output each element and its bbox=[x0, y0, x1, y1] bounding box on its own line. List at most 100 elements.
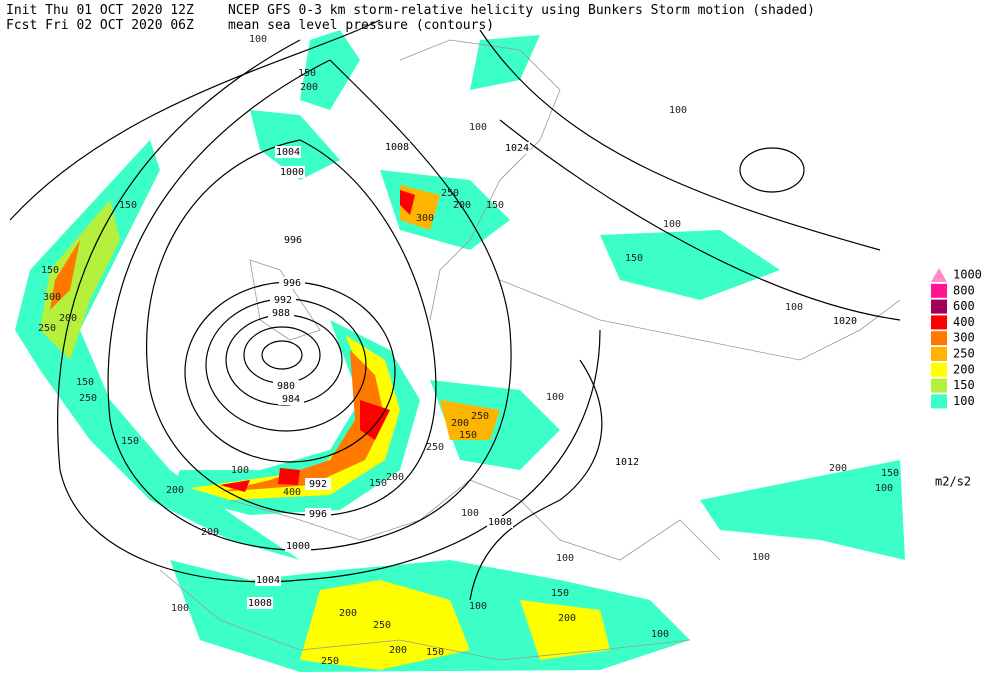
helicity-label: 200 bbox=[300, 82, 318, 93]
forecast-time: Fcst Fri 02 OCT 2020 06Z bbox=[6, 18, 194, 33]
label-backing bbox=[614, 456, 640, 468]
helicity-label: 200 bbox=[166, 485, 184, 496]
pressure-label: 992 bbox=[309, 479, 327, 490]
helicity-label: 200 bbox=[451, 418, 469, 429]
helicity-label: 150 bbox=[426, 647, 444, 658]
helicity-shading bbox=[15, 30, 905, 672]
coastlines bbox=[159, 39, 901, 661]
map-subtitle: mean sea level pressure (contours) bbox=[228, 18, 494, 33]
pressure-label: 996 bbox=[284, 235, 302, 246]
helicity-label: 150 bbox=[551, 588, 569, 599]
label-backing bbox=[280, 234, 306, 246]
helicity-label: 100 bbox=[651, 629, 669, 640]
label-backing bbox=[832, 315, 858, 327]
label-backing bbox=[504, 142, 530, 154]
pressure-label: 1000 bbox=[286, 541, 310, 552]
pressure-label: 996 bbox=[309, 509, 327, 520]
pressure-label: 1020 bbox=[833, 316, 857, 327]
pressure-label: 980 bbox=[277, 381, 295, 392]
init-time: Init Thu 01 OCT 2020 12Z bbox=[6, 3, 194, 18]
helicity-label: 150 bbox=[298, 68, 316, 79]
legend-swatch bbox=[931, 299, 947, 314]
legend-swatch bbox=[931, 347, 947, 361]
pressure-label: 1004 bbox=[256, 575, 280, 586]
helicity-label: 150 bbox=[41, 265, 59, 276]
helicity-label: 100 bbox=[556, 553, 574, 564]
helicity-label: 100 bbox=[469, 122, 487, 133]
helicity-label: 100 bbox=[752, 552, 770, 563]
helicity-label: 200 bbox=[386, 472, 404, 483]
legend-label: 200 bbox=[953, 362, 975, 376]
helicity-label: 100 bbox=[785, 302, 803, 313]
pressure-label: 1008 bbox=[488, 517, 512, 528]
label-backing bbox=[247, 597, 273, 609]
pressure-label: 1004 bbox=[276, 147, 300, 158]
legend-label: 800 bbox=[953, 283, 975, 297]
helicity-label: 150 bbox=[119, 200, 137, 211]
helicity-label: 200 bbox=[59, 313, 77, 324]
legend-label: 300 bbox=[953, 331, 975, 345]
legend-swatch bbox=[931, 331, 947, 346]
helicity-label: 100 bbox=[669, 105, 687, 116]
helicity-label: 250 bbox=[373, 620, 391, 631]
helicity-label: 100 bbox=[469, 601, 487, 612]
legend-swatch bbox=[931, 362, 947, 377]
helicity-label: 100 bbox=[171, 603, 189, 614]
legend-label: 150 bbox=[953, 378, 975, 392]
legend-label: 400 bbox=[953, 315, 975, 329]
helicity-label: 200 bbox=[389, 645, 407, 656]
label-backing bbox=[305, 508, 331, 520]
label-backing bbox=[278, 393, 304, 405]
helicity-label: 100 bbox=[663, 219, 681, 230]
legend-unit: m2/s2 bbox=[935, 475, 971, 489]
pressure-label: 1024 bbox=[505, 143, 529, 154]
pressure-label: 1008 bbox=[248, 598, 272, 609]
label-backing bbox=[279, 166, 305, 178]
helicity-label: 250 bbox=[471, 411, 489, 422]
pressure-label: 996 bbox=[283, 278, 301, 289]
map-title: NCEP GFS 0-3 km storm-relative helicity … bbox=[228, 3, 815, 18]
label-backing bbox=[279, 277, 305, 289]
helicity-label: 300 bbox=[43, 292, 61, 303]
helicity-label: 150 bbox=[625, 253, 643, 264]
label-backing bbox=[268, 307, 294, 319]
pressure-label: 1008 bbox=[385, 142, 409, 153]
helicity-label: 300 bbox=[416, 213, 434, 224]
helicity-label: 200 bbox=[829, 463, 847, 474]
helicity-label: 400 bbox=[283, 487, 301, 498]
pressure-label: 1012 bbox=[615, 457, 639, 468]
helicity-label: 150 bbox=[121, 436, 139, 447]
pressure-label: 984 bbox=[282, 394, 300, 405]
legend-swatch bbox=[931, 378, 947, 393]
helicity-label: 100 bbox=[461, 508, 479, 519]
legend-swatch bbox=[931, 268, 947, 282]
label-backing bbox=[384, 141, 410, 153]
helicity-label: 250 bbox=[79, 393, 97, 404]
legend-swatch bbox=[931, 283, 947, 298]
label-backing bbox=[255, 574, 281, 586]
helicity-label: 150 bbox=[881, 468, 899, 479]
helicity-label: 250 bbox=[321, 656, 339, 667]
label-backing bbox=[273, 380, 299, 392]
helicity-label: 150 bbox=[459, 430, 477, 441]
label-backing bbox=[275, 146, 301, 158]
helicity-label: 250 bbox=[441, 188, 459, 199]
helicity-label: 100 bbox=[546, 392, 564, 403]
legend-swatch bbox=[931, 315, 947, 330]
legend-label: 100 bbox=[953, 394, 975, 408]
helicity-label: 150 bbox=[486, 200, 504, 211]
label-backing bbox=[270, 294, 296, 306]
helicity-label: 200 bbox=[453, 200, 471, 211]
helicity-label: 250 bbox=[38, 323, 56, 334]
label-backing bbox=[285, 540, 311, 552]
helicity-label: 150 bbox=[369, 478, 387, 489]
label-backing bbox=[487, 516, 513, 528]
helicity-label: 200 bbox=[201, 527, 219, 538]
helicity-label: 100 bbox=[249, 34, 267, 45]
helicity-label: 150 bbox=[76, 377, 94, 388]
legend-label: 250 bbox=[953, 347, 975, 361]
label-backing bbox=[305, 478, 331, 490]
helicity-label: 100 bbox=[875, 483, 893, 494]
